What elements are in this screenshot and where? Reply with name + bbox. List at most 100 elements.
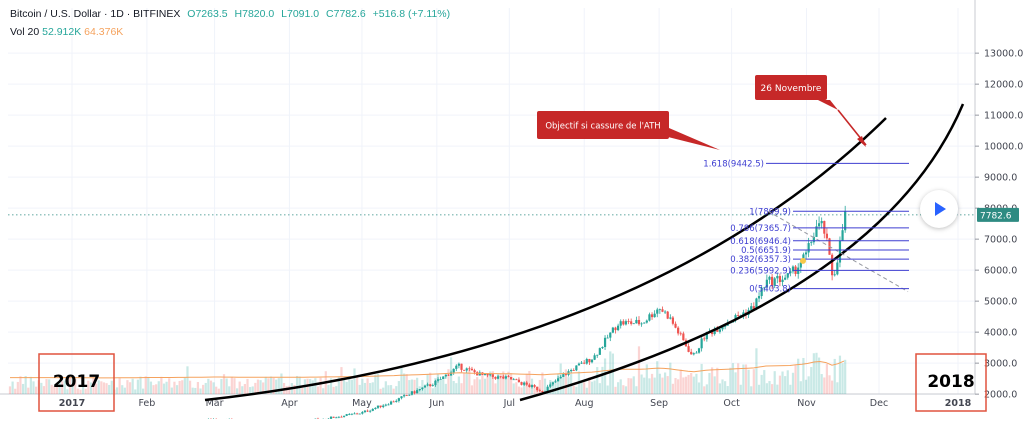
- volume-bar: [695, 374, 697, 394]
- candle-body: [583, 363, 585, 364]
- candle-body: [594, 355, 596, 359]
- volume-bar: [246, 379, 248, 394]
- candle-body: [528, 385, 530, 387]
- volume-bar: [750, 386, 752, 394]
- price-tick-label: 13000.0: [984, 49, 1023, 60]
- volume-bar: [638, 346, 640, 394]
- volume-bar: [220, 379, 222, 394]
- candle-body: [554, 381, 556, 382]
- volume-bar: [455, 383, 457, 394]
- volume-bar: [385, 381, 387, 394]
- volume-bar: [309, 379, 311, 394]
- volume-bar: [614, 387, 616, 394]
- volume-bar: [784, 376, 786, 394]
- volume-bar: [836, 382, 838, 394]
- candle-body: [372, 409, 374, 411]
- candle-body: [338, 417, 340, 418]
- candle-body: [646, 321, 648, 323]
- volume-bar: [768, 381, 770, 394]
- volume-bar: [398, 381, 400, 394]
- volume-bar: [620, 379, 622, 394]
- candle-body: [437, 379, 439, 380]
- volume-bar: [361, 379, 363, 394]
- fib-label: 0.236(5992.9): [730, 266, 791, 276]
- play-icon[interactable]: [920, 190, 958, 228]
- fib-label: 0.382(6357.3): [730, 255, 791, 265]
- volume-bar: [12, 382, 14, 394]
- volume-bar: [108, 385, 110, 394]
- volume-bar: [732, 363, 734, 394]
- volume-bar: [121, 385, 123, 394]
- volume-bar: [390, 385, 392, 394]
- candle-body: [821, 221, 823, 223]
- candle-body: [348, 414, 350, 415]
- volume-bar: [429, 373, 431, 394]
- volume-bar: [630, 378, 632, 394]
- volume-bar: [505, 378, 507, 394]
- candle-body: [648, 314, 650, 320]
- volume-bar: [729, 368, 731, 394]
- candle-body: [515, 379, 517, 380]
- candle-body: [346, 414, 348, 416]
- candle-body: [382, 406, 384, 407]
- time-tick-label: Apr: [281, 398, 298, 409]
- candle-body: [541, 391, 543, 392]
- volume-bar: [369, 383, 371, 394]
- candle-body: [659, 309, 661, 310]
- volume-bar: [199, 388, 201, 394]
- candle-body: [570, 370, 572, 371]
- candle-body: [440, 379, 442, 380]
- volume-bar: [14, 389, 16, 394]
- volume-bar: [346, 382, 348, 394]
- volume-bar: [510, 373, 512, 394]
- volume-bar: [442, 378, 444, 394]
- candle-body: [502, 377, 504, 379]
- candle-body: [617, 326, 619, 330]
- volume-bar: [453, 381, 455, 394]
- candle-body: [340, 417, 342, 418]
- volume-bar: [30, 377, 32, 394]
- volume-bar: [445, 384, 447, 394]
- volume-bar: [139, 377, 141, 394]
- candle-body: [429, 384, 431, 386]
- volume-bar: [165, 382, 167, 394]
- candle-body: [335, 417, 337, 418]
- volume-bar: [32, 381, 34, 394]
- volume-bar: [828, 375, 830, 394]
- volume-bar: [215, 387, 217, 394]
- volume-bar: [839, 356, 841, 394]
- candle-body: [641, 323, 643, 324]
- candle-body: [674, 324, 676, 328]
- candle-body: [455, 366, 457, 369]
- candle-body: [690, 352, 692, 354]
- candle-body: [656, 310, 658, 314]
- candle-body: [343, 416, 345, 417]
- volume-bar: [680, 370, 682, 394]
- volume-bar: [210, 381, 212, 394]
- volume-bar: [150, 382, 152, 394]
- candle-body: [557, 378, 559, 381]
- volume-bar: [450, 357, 452, 394]
- volume-bar: [408, 380, 410, 394]
- volume-bar: [755, 348, 757, 394]
- volume-bar: [831, 381, 833, 394]
- volume-bar: [779, 376, 781, 394]
- volume-bar: [586, 388, 588, 394]
- volume-bar: [787, 370, 789, 394]
- volume-bar: [815, 353, 817, 394]
- volume-bar: [155, 384, 157, 394]
- volume-bar: [43, 386, 45, 394]
- volume-bar: [129, 382, 131, 394]
- volume-bar: [137, 380, 139, 394]
- volume-bar: [789, 385, 791, 394]
- chart-header: Bitcoin / U.S. Dollar · 1D · BITFINEX O7…: [10, 8, 454, 20]
- price-tick-label: 5000.0: [984, 297, 1017, 308]
- volume-bar: [301, 388, 303, 394]
- candle-body: [533, 385, 535, 387]
- time-tick-label: May: [352, 398, 372, 409]
- volume-bar: [727, 386, 729, 394]
- candle-body: [549, 384, 551, 386]
- volume-bar: [622, 385, 624, 394]
- candle-body: [831, 255, 833, 275]
